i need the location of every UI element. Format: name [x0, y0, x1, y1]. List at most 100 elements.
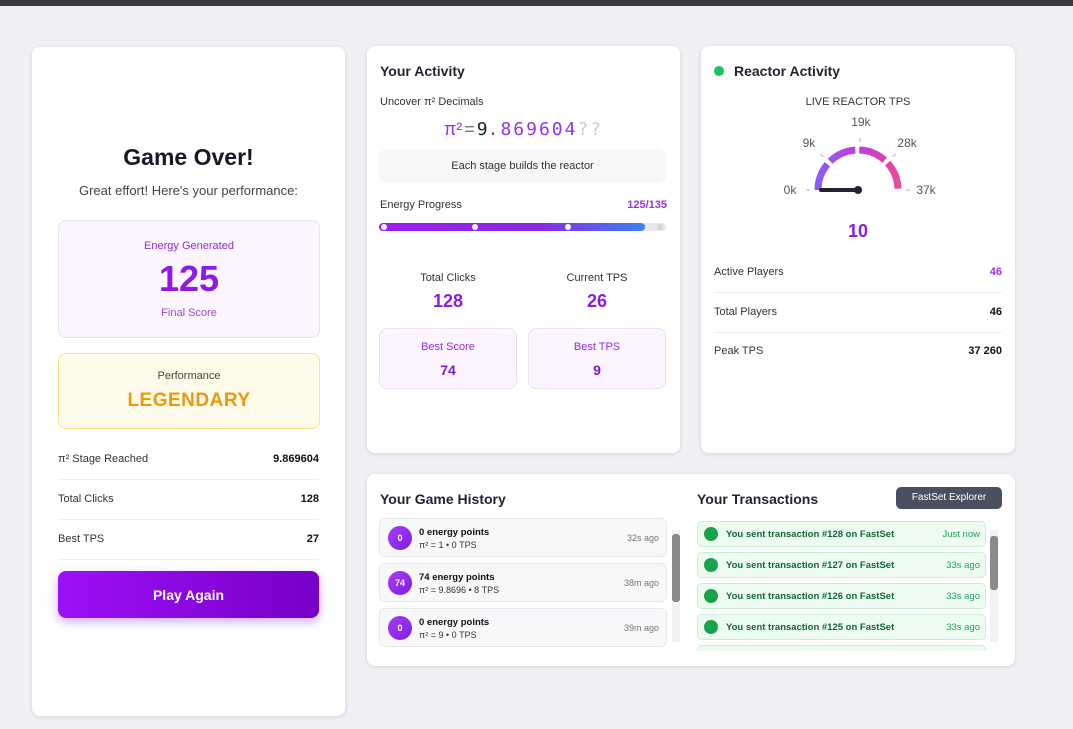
history-title: 0 energy points: [419, 617, 490, 628]
history-time: 39m ago: [623, 623, 659, 633]
game-over-card: Game Over! Great effort! Here's your per…: [32, 47, 345, 716]
stat-value: 128: [300, 493, 319, 505]
live-dot: [714, 66, 724, 76]
best-box: Best TPS 9: [528, 328, 666, 389]
history-detail: π² = 9 • 0 TPS: [419, 630, 477, 640]
transaction-icon: [704, 527, 718, 541]
top-bar: [0, 0, 1073, 6]
row-label: Peak TPS: [714, 345, 764, 357]
transaction-time: 33s ago: [946, 622, 980, 633]
transaction-text: You sent transaction #128 on FastSet: [726, 529, 895, 540]
stat-label: Total Clicks: [58, 493, 114, 505]
transaction-time: Just now: [942, 529, 981, 540]
row-value: 46: [989, 266, 1002, 278]
pi-label: Uncover π² Decimals: [380, 96, 484, 108]
scrollbar: [672, 530, 680, 642]
gauge-tick: [892, 153, 897, 158]
scroll-thumb: [672, 534, 680, 602]
best-box: Best Score 74: [379, 328, 517, 389]
gauge-hub: [854, 186, 862, 194]
gauge-label: LIVE REACTOR TPS: [805, 96, 911, 108]
transaction-item: You sent transaction #127 on FastSet 33s …: [697, 552, 986, 578]
pi-symbol: π²: [443, 119, 463, 139]
best-value: 9: [593, 362, 601, 378]
explorer-button[interactable]: FastSet Explorer: [896, 487, 1002, 509]
checkpoint: [657, 224, 663, 230]
transaction-text: You sent transaction #127 on FastSet: [726, 560, 895, 571]
best-value: 74: [440, 362, 456, 378]
row-value: 37 260: [968, 345, 1002, 357]
energy-caption: Final Score: [161, 307, 217, 319]
stat-row: π² Stage Reached 9.869604: [58, 439, 319, 480]
pi-expression: π² = 9.869604??: [367, 119, 680, 140]
gauge-tick-label: 9k: [803, 136, 817, 150]
progress-fill: [379, 223, 645, 231]
history-time: 32s ago: [626, 533, 659, 543]
history-badge: 0: [388, 616, 412, 640]
row-label: Total Players: [714, 305, 777, 318]
pi-equals: =: [464, 119, 475, 139]
history-item: 0 0 energy points π² = 9 • 0 TPS 39m ago: [379, 608, 667, 647]
energy-label: Energy Generated: [144, 240, 234, 252]
gauge-tick-label: 0k: [784, 183, 798, 197]
transaction-icon: [704, 558, 718, 572]
stat-row: Best TPS 27: [58, 519, 319, 560]
stat-label: Best TPS: [58, 533, 105, 545]
pi-decimals: .869604: [487, 119, 578, 140]
subtitle: Great effort! Here's your performance:: [78, 183, 298, 198]
reactor-title: Reactor Activity: [734, 63, 841, 79]
scrollbar: [990, 530, 998, 642]
hint: Each stage builds the reactor: [379, 149, 666, 183]
transaction-time: 33s ago: [946, 591, 980, 602]
transaction-icon: [704, 620, 718, 634]
history-item: 74 74 energy points π² = 9.8696 • 8 TPS 38m…: [379, 563, 667, 602]
transaction-text: You sent transaction #126 on FastSet: [726, 591, 895, 602]
progress-label: Energy Progress: [380, 199, 462, 211]
stat-value: 128: [432, 291, 464, 311]
transaction-item: You sent transaction #125 on FastSet 33s …: [697, 614, 986, 640]
gauge-tick: [819, 153, 824, 158]
reactor-row: Active Players 46: [714, 252, 1002, 293]
transaction-item: You sent transaction #126 on FastSet 33s …: [697, 583, 986, 609]
history-list: 0 0 energy points π² = 1 • 0 TPS 32s ago 74 7…: [367, 518, 687, 650]
history-detail: π² = 9.8696 • 8 TPS: [419, 585, 500, 595]
title: Game Over!: [123, 144, 254, 170]
activity-title: Your Activity: [380, 63, 465, 79]
reactor-card: Reactor Activity LIVE REACTOR TPS 0k 9k 19…: [701, 46, 1015, 453]
stat-label: π² Stage Reached: [58, 453, 149, 465]
transactions-title: Your Transactions: [697, 491, 819, 507]
row-label: Active Players: [714, 266, 784, 278]
pi-unknown: ??: [577, 119, 604, 140]
energy-box: Energy Generated 125 Final Score: [58, 220, 320, 338]
transaction-item: You sent transaction #128 on FastSet Just…: [697, 521, 986, 547]
history-card: Your Game History 0 0 energy points π² = 1…: [367, 474, 1015, 666]
play-again-button[interactable]: Play Again: [58, 571, 319, 618]
gauge: 0k 9k 19k 28k 37k: [784, 116, 937, 197]
progress-track: [379, 223, 666, 231]
reactor-row: Peak TPS 37 260: [714, 331, 1002, 371]
history-title: Your Game History: [380, 491, 506, 507]
checkpoint: [381, 224, 387, 230]
activity-card: Your Activity Uncover π² Decimals π² = 9.8…: [367, 46, 680, 453]
energy-value: 125: [158, 258, 220, 299]
history-badge: 0: [388, 526, 412, 550]
performance-box: Performance LEGENDARY: [58, 353, 320, 429]
history-title: 0 energy points: [419, 527, 490, 538]
scroll-thumb: [990, 536, 998, 590]
gauge-tick-label: 28k: [897, 136, 917, 150]
progress-text: 125/135: [627, 199, 667, 211]
best-label: Best TPS: [573, 341, 621, 353]
checkpoint: [472, 224, 478, 230]
row-value: 46: [989, 305, 1002, 318]
checkpoint: [565, 224, 571, 230]
transaction-time: 33s ago: [946, 560, 980, 571]
pi-integer: 9: [476, 119, 488, 140]
stat-value: 9.869604: [273, 453, 319, 465]
gauge-arc: [814, 146, 902, 191]
reactor-row: Total Players 46: [714, 292, 1002, 333]
history-time: 38m ago: [623, 578, 659, 588]
performance-label: Performance: [157, 370, 221, 382]
stat-label: Total Clicks: [420, 272, 476, 284]
history-detail: π² = 1 • 0 TPS: [419, 540, 477, 550]
